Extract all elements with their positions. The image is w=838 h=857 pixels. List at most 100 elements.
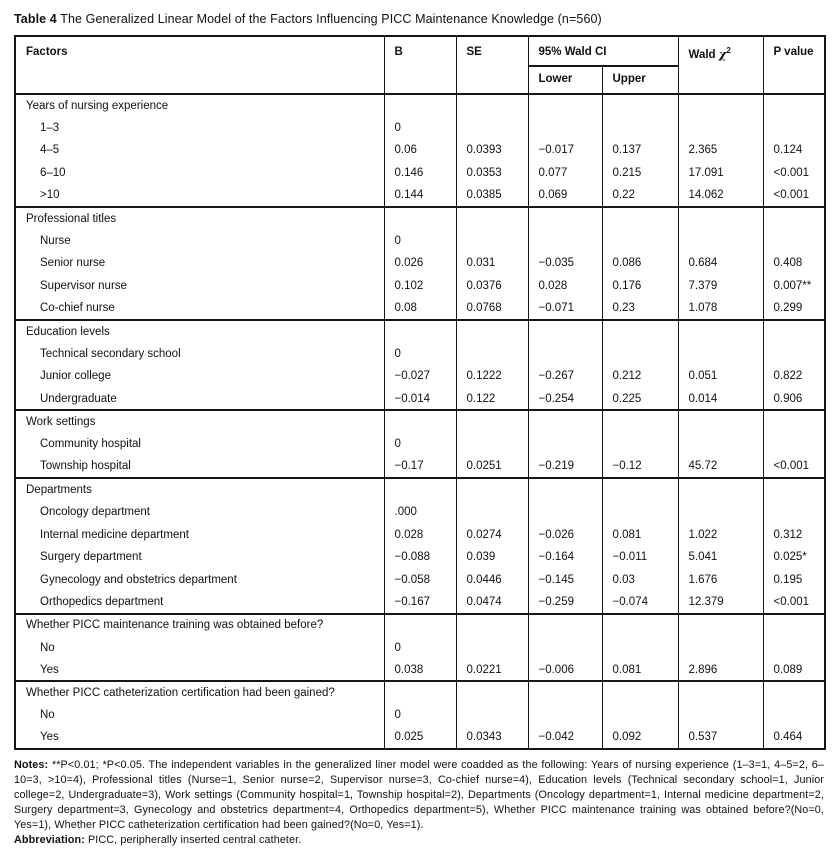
table-abbreviation: Abbreviation: PICC, peripherally inserte… <box>14 833 824 848</box>
ci-upper-value: 0.081 <box>601 523 679 546</box>
wald-chi2-value <box>677 116 764 140</box>
header-ci-lower: Lower <box>527 66 603 94</box>
b-value: −0.014 <box>383 387 457 411</box>
p-value: 0.408 <box>762 252 826 275</box>
p-value <box>762 116 826 140</box>
ci-upper-value <box>601 229 679 253</box>
table-title-label: Table 4 <box>14 12 57 26</box>
se-value <box>455 116 529 140</box>
empty-cell <box>677 612 764 637</box>
table-row: Oncology department .000 <box>14 500 826 524</box>
factor-label: Nurse <box>14 229 385 253</box>
ci-lower-value <box>527 432 603 456</box>
wald-chi2-value <box>677 342 764 366</box>
table-header: Factors B SE 95% Wald CI Wald χ2 P value… <box>14 36 826 94</box>
p-value: <0.001 <box>762 184 826 207</box>
category-label: Education levels <box>14 318 385 343</box>
p-value: 0.822 <box>762 365 826 388</box>
wald-chi2-value: 2.896 <box>677 658 764 682</box>
b-value: −0.088 <box>383 545 457 569</box>
b-value: 0 <box>383 704 457 727</box>
ci-upper-value: 0.176 <box>601 274 679 298</box>
header-ci-upper: Upper <box>601 66 679 94</box>
b-value: 0.08 <box>383 297 457 320</box>
empty-cell <box>677 318 764 343</box>
ci-upper-value: 0.137 <box>601 139 679 162</box>
p-value: 0.195 <box>762 568 826 592</box>
empty-cell <box>527 680 603 705</box>
table-row: >10 0.144 0.0385 0.069 0.22 14.062 <0.001 <box>14 184 826 207</box>
category-row: Departments <box>14 477 826 501</box>
category-row: Whether PICC catheterization certificati… <box>14 680 826 705</box>
p-value: 0.299 <box>762 297 826 320</box>
empty-cell <box>762 318 826 343</box>
table-row: 6–10 0.146 0.0353 0.077 0.215 17.091 <0.001 <box>14 161 826 185</box>
empty-cell <box>762 612 826 637</box>
empty-cell <box>601 477 679 501</box>
category-row: Professional titles <box>14 205 826 230</box>
table-title-text: The Generalized Linear Model of the Fact… <box>56 12 602 26</box>
header-b: B <box>383 36 457 94</box>
ci-upper-value <box>601 432 679 456</box>
se-value: 0.0446 <box>455 568 529 592</box>
ci-upper-value: −0.12 <box>601 455 679 479</box>
table-row: Yes 0.038 0.0221 −0.006 0.081 2.896 0.089 <box>14 658 826 682</box>
factor-label: >10 <box>14 184 385 207</box>
factor-label: Oncology department <box>14 500 385 524</box>
table-row: Orthopedics department −0.167 0.0474 −0.259… <box>14 591 826 614</box>
empty-cell <box>762 409 826 433</box>
p-value: <0.001 <box>762 161 826 185</box>
ci-upper-value: 0.03 <box>601 568 679 592</box>
wald-chi2-value: 14.062 <box>677 184 764 207</box>
ci-upper-value: 0.23 <box>601 297 679 320</box>
ci-upper-value: 0.22 <box>601 184 679 207</box>
factor-label: Internal medicine department <box>14 523 385 546</box>
p-value <box>762 342 826 366</box>
wald-chi2-value: 45.72 <box>677 455 764 479</box>
category-label: Professional titles <box>14 205 385 230</box>
notes-text: **P<0.01; *P<0.05. The independent varia… <box>14 759 824 832</box>
empty-cell <box>455 612 529 637</box>
empty-cell <box>762 93 826 117</box>
se-value: 0.0376 <box>455 274 529 298</box>
p-value <box>762 229 826 253</box>
wald-chi2-value: 0.014 <box>677 387 764 411</box>
empty-cell <box>677 409 764 433</box>
empty-cell <box>677 477 764 501</box>
ci-upper-value: 0.092 <box>601 726 679 750</box>
wald-chi2-value: 17.091 <box>677 161 764 185</box>
ci-lower-value <box>527 636 603 659</box>
b-value: −0.167 <box>383 591 457 614</box>
ci-lower-value <box>527 704 603 727</box>
ci-upper-value: 0.225 <box>601 387 679 411</box>
table-row: Junior college −0.027 0.1222 −0.267 0.212 0.0… <box>14 365 826 388</box>
category-label: Whether PICC catheterization certificati… <box>14 680 385 705</box>
wald-chi2-value: 2.365 <box>677 139 764 162</box>
b-value: 0.146 <box>383 161 457 185</box>
table-notes: Notes: **P<0.01; *P<0.05. The independen… <box>14 758 824 833</box>
ci-lower-value: −0.164 <box>527 545 603 569</box>
empty-cell <box>677 93 764 117</box>
ci-lower-value <box>527 500 603 524</box>
empty-cell <box>383 93 457 117</box>
b-value: 0.026 <box>383 252 457 275</box>
se-value <box>455 432 529 456</box>
ci-lower-value: −0.071 <box>527 297 603 320</box>
p-value: 0.312 <box>762 523 826 546</box>
b-value: 0.028 <box>383 523 457 546</box>
empty-cell <box>527 205 603 230</box>
table-row: Technical secondary school 0 <box>14 342 826 366</box>
p-value: 0.007** <box>762 274 826 298</box>
empty-cell <box>677 680 764 705</box>
empty-cell <box>762 205 826 230</box>
b-value: 0.102 <box>383 274 457 298</box>
b-value: 0 <box>383 432 457 456</box>
p-value <box>762 636 826 659</box>
ci-upper-value: 0.086 <box>601 252 679 275</box>
ci-upper-value <box>601 116 679 140</box>
ci-lower-value <box>527 116 603 140</box>
se-value: 0.1222 <box>455 365 529 388</box>
p-value <box>762 432 826 456</box>
table-row: Community hospital 0 <box>14 432 826 456</box>
